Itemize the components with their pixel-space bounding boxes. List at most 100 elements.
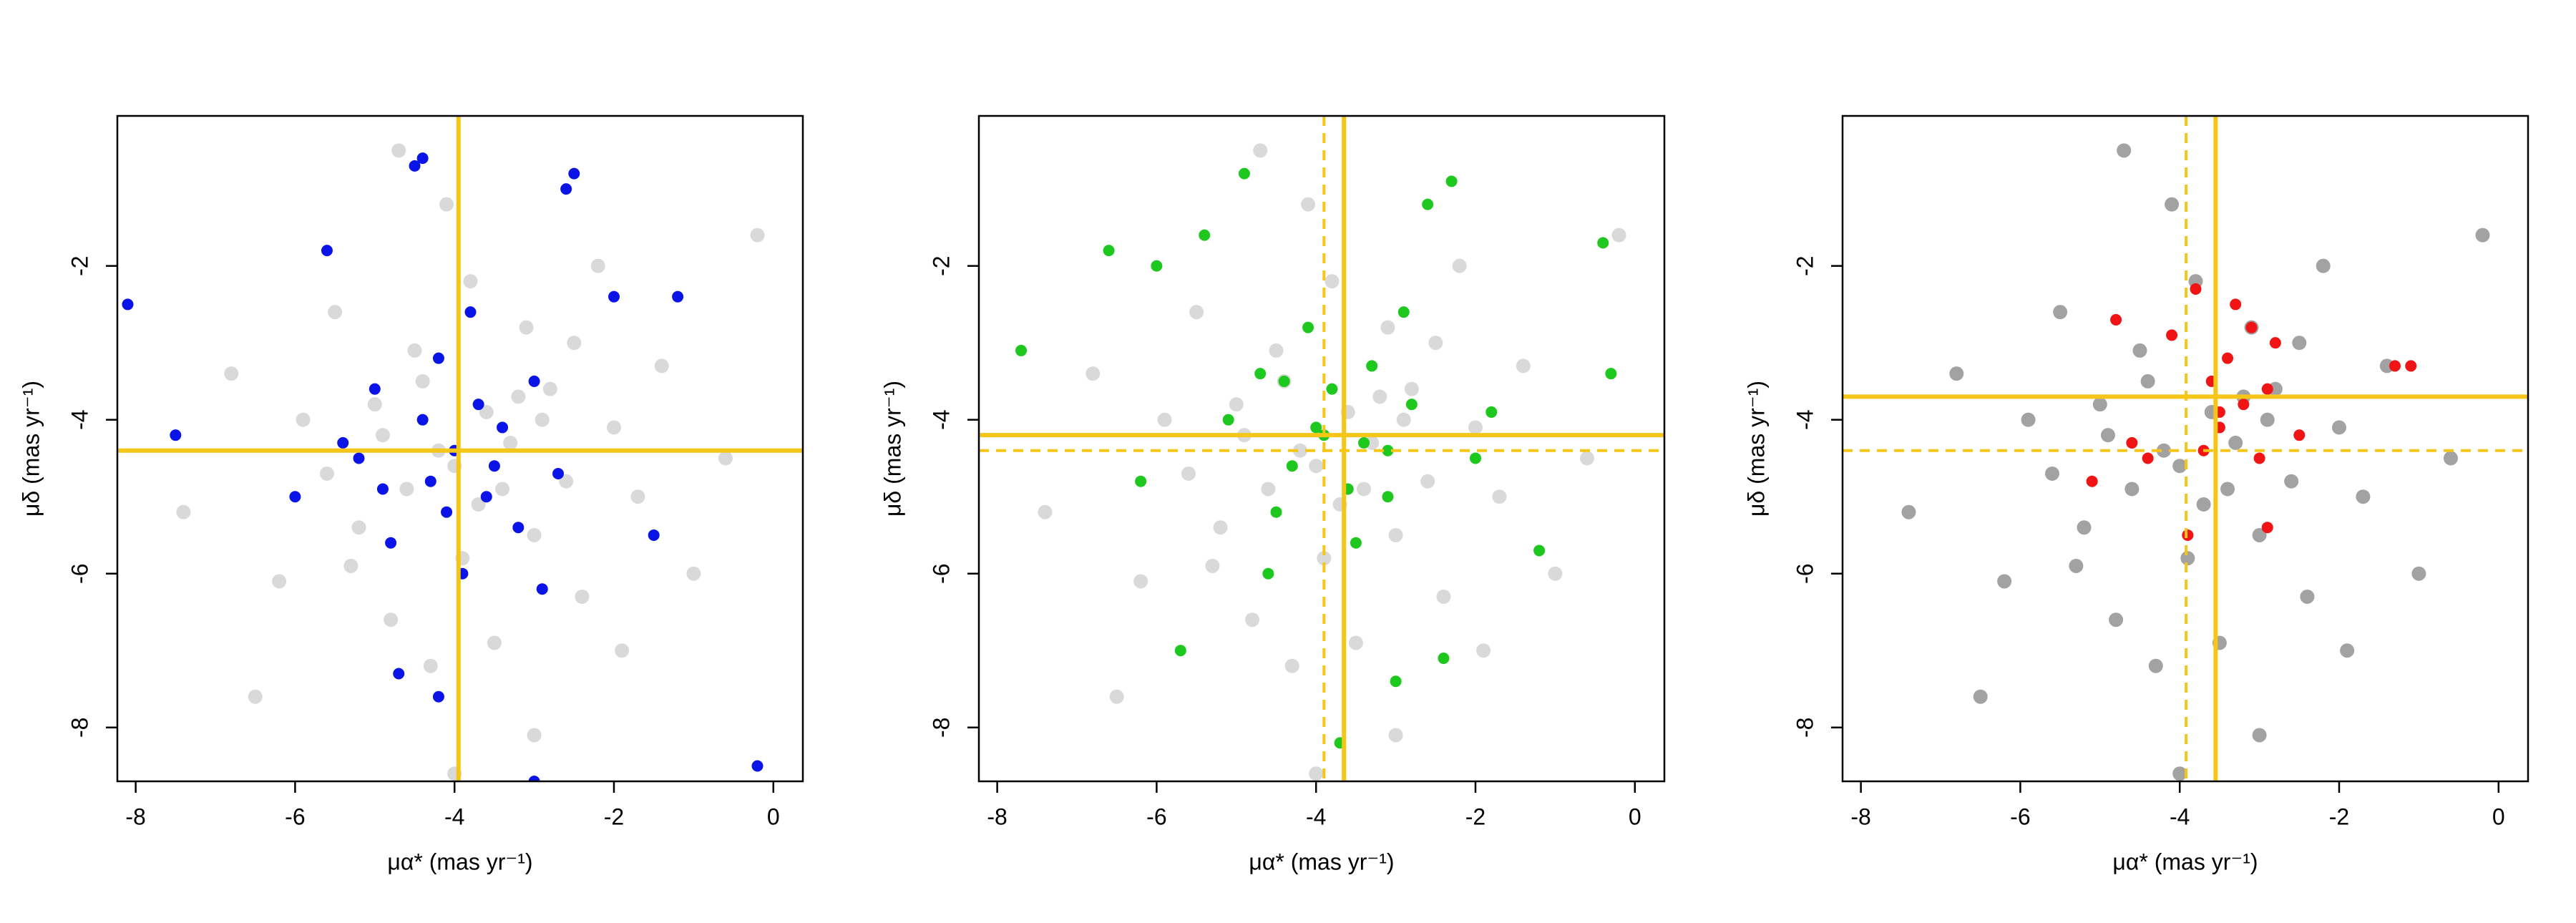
point [751,760,763,772]
point [1382,491,1394,503]
point [1324,274,1340,289]
point [1254,368,1267,380]
x-tick-label: -8 [1850,804,1870,829]
point [2148,658,2163,673]
point [337,436,349,449]
point [654,358,669,373]
point [1317,551,1332,566]
point [2172,766,2187,781]
point [1485,406,1498,418]
point [2475,228,2490,243]
point [319,466,334,481]
x-tick-label: 0 [1629,804,1641,829]
point [1174,645,1186,657]
point [528,776,540,781]
point [1326,383,1338,395]
point [1597,237,1609,249]
panel: -8 -6 -4 -2 0 -8 -6 -4 -2 μα* (mas yr⁻¹) μδ (mas y… [879,114,1666,874]
point [1222,414,1234,426]
point [2086,475,2098,487]
x-tick-label: -8 [125,804,145,829]
point [552,467,565,479]
point [416,414,429,426]
point [2443,451,2458,466]
point [1133,574,1148,589]
point [2389,360,2401,372]
point [488,460,500,472]
point [2293,429,2306,441]
point [2180,551,2195,566]
point [2132,343,2147,358]
point [2260,412,2275,427]
point [615,643,630,658]
panel: -8 -6 -4 -2 0 -8 -6 -4 -2 μα* (mas yr⁻¹) μδ (mas y… [18,114,804,874]
point [2245,321,2258,333]
point [367,397,382,412]
point [2110,313,2122,326]
point [424,475,436,487]
point [2331,420,2346,435]
point [630,489,645,504]
point [1103,245,1115,257]
point [2053,305,2068,320]
point [2253,452,2265,464]
point [1973,689,1988,704]
point [1404,381,1419,396]
point [463,274,478,289]
point [1348,635,1363,650]
point [385,537,397,549]
point [2340,643,2355,658]
point [519,320,534,335]
point [590,258,605,273]
point [1310,421,1322,434]
point [1533,544,1546,557]
point [2261,522,2273,534]
point [1396,412,1411,427]
point [423,658,438,673]
point [2196,497,2211,512]
point [559,474,574,489]
y-tick-label: -6 [67,563,92,583]
point [1436,589,1451,604]
point [560,183,572,195]
point [1548,566,1563,581]
point [1309,459,1324,474]
point [2238,399,2250,411]
x-tick-label: -4 [444,804,464,829]
x-tick-label: 0 [2492,804,2505,829]
point [2269,337,2281,349]
x-axis-label: μα* (mas yr⁻¹) [2112,849,2258,874]
point [1445,175,1458,187]
point [1301,197,1316,212]
point [1611,228,1626,243]
point [1372,389,1387,404]
point [1038,504,1053,519]
point [1397,306,1410,318]
point [1476,643,1491,658]
point [487,635,502,650]
point [718,451,733,466]
point [369,383,381,395]
point [1390,675,1402,688]
point [1380,320,1395,335]
point [1245,612,1260,627]
point [1189,305,1204,320]
point [1015,344,1028,356]
x-tick-label: 0 [767,804,780,829]
point [495,482,510,497]
point [170,429,182,441]
point [2109,612,2124,627]
y-axis-label: μδ (mas yr⁻¹) [18,381,44,517]
point [1286,460,1298,472]
point [328,305,343,320]
point [399,482,414,497]
point [289,491,301,503]
point [1085,366,1101,381]
point [512,522,525,534]
x-tick-label: -6 [2010,804,2030,829]
point [409,160,421,172]
point [248,689,263,704]
point [2172,459,2187,474]
x-tick-label: -6 [285,804,305,829]
point [1284,658,1299,673]
